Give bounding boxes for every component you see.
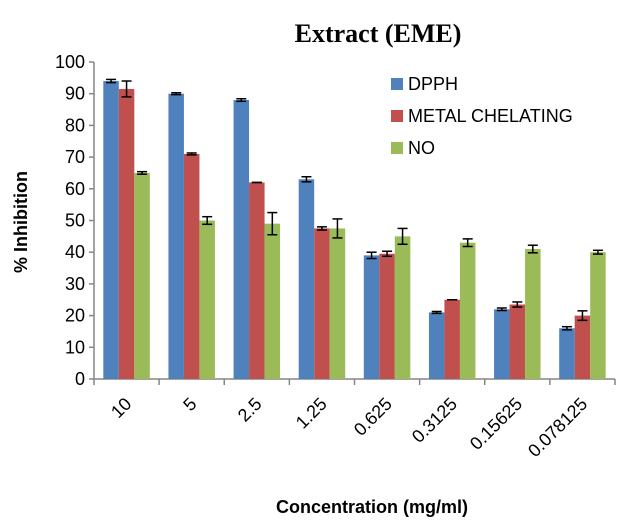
bar-no bbox=[199, 220, 215, 379]
legend-swatch bbox=[391, 78, 403, 90]
y-tick-label: 40 bbox=[65, 242, 85, 262]
legend-label: DPPH bbox=[408, 74, 458, 94]
x-tick-label: 2.5 bbox=[234, 394, 266, 426]
bar-metal-chelating bbox=[574, 315, 591, 379]
x-tick-label: 5 bbox=[179, 394, 200, 415]
y-tick-label: 80 bbox=[65, 115, 85, 135]
bar-dpph bbox=[363, 255, 380, 379]
x-tick-label: 0.15625 bbox=[466, 394, 526, 454]
bar-dpph bbox=[428, 312, 445, 379]
y-tick-label: 60 bbox=[65, 179, 85, 199]
bar-dpph bbox=[168, 93, 184, 379]
bar-metal-chelating bbox=[249, 182, 265, 379]
x-tick-label: 0.078125 bbox=[524, 394, 591, 461]
bar-no bbox=[525, 249, 541, 379]
x-tick-label: 0.625 bbox=[350, 394, 396, 440]
bar-metal-chelating bbox=[379, 253, 395, 379]
bar-no bbox=[394, 236, 411, 379]
y-tick-label: 50 bbox=[65, 211, 85, 231]
legend-label: NO bbox=[408, 138, 435, 158]
y-tick-label: 20 bbox=[65, 306, 85, 326]
y-axis-title: % Inhibition bbox=[11, 171, 31, 273]
bar-metal-chelating bbox=[183, 153, 200, 379]
y-tick-label: 100 bbox=[55, 52, 85, 72]
bar-dpph bbox=[494, 309, 510, 379]
x-tick-label: 0.3125 bbox=[408, 394, 461, 447]
y-tick-label: 10 bbox=[65, 337, 85, 357]
bar-no bbox=[459, 242, 476, 379]
bar-no bbox=[264, 223, 281, 379]
legend-swatch bbox=[391, 142, 403, 154]
chart-title: Extract (EME) bbox=[295, 19, 462, 48]
bar-dpph bbox=[298, 179, 315, 379]
y-tick-label: 90 bbox=[65, 84, 85, 104]
bar-metal-chelating bbox=[118, 88, 135, 379]
x-tick-label: 10 bbox=[107, 394, 135, 422]
y-tick-label: 0 bbox=[75, 369, 85, 389]
y-tick-label: 30 bbox=[65, 274, 85, 294]
bar-dpph bbox=[233, 100, 250, 379]
bar-metal-chelating bbox=[509, 304, 526, 379]
y-tick-label: 70 bbox=[65, 147, 85, 167]
bar-no bbox=[590, 252, 606, 379]
x-tick-label: 1.25 bbox=[292, 394, 331, 433]
bar-dpph bbox=[103, 81, 119, 380]
bar-metal-chelating bbox=[444, 299, 460, 379]
bar-dpph bbox=[559, 328, 575, 379]
bar-no bbox=[134, 172, 150, 379]
plot-area: 0 10 20 30 40 50 60 70 80 90 100 10 5 2.5 1.25 0.625 0.3… bbox=[55, 52, 616, 461]
x-axis-title: Concentration (mg/ml) bbox=[276, 497, 468, 517]
legend-swatch bbox=[391, 110, 403, 122]
legend: DPPH METAL CHELATING NO bbox=[391, 74, 573, 158]
bar-no bbox=[329, 228, 346, 379]
bar-metal-chelating bbox=[314, 228, 330, 379]
legend-label: METAL CHELATING bbox=[408, 106, 573, 126]
